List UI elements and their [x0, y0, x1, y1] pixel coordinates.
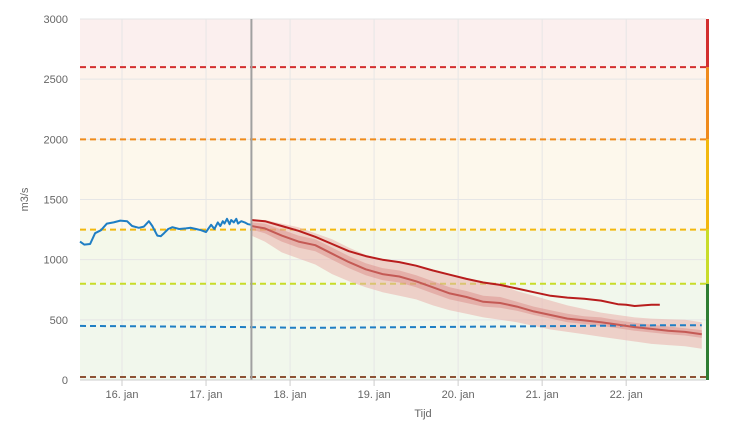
series-observed	[79, 217, 252, 246]
series-forecast-high	[251, 219, 660, 307]
y-tick-label-0: 0	[62, 375, 68, 387]
alert-level-segment-4	[706, 19, 709, 68]
x-tick-label-6: 22. jan	[610, 389, 643, 401]
y-tick-label-6: 3000	[44, 14, 68, 26]
y-tick-label-5: 2500	[44, 74, 68, 86]
y-axis-title: m3/s	[19, 187, 31, 211]
band-2	[80, 139, 706, 230]
y-axis-ticks: 0 500 1000 1500 2000 2500 3000	[44, 14, 68, 387]
band-3	[80, 67, 706, 140]
band-4	[80, 19, 706, 68]
x-tick-label-3: 19. jan	[358, 389, 391, 401]
x-tick-label-2: 18. jan	[274, 389, 307, 401]
y-tick-label-2: 1000	[44, 255, 68, 267]
x-tick-label-5: 21. jan	[526, 389, 559, 401]
series-lines	[79, 217, 702, 336]
y-tick-label-1: 500	[50, 315, 68, 327]
alert-level-segment-2	[706, 139, 709, 230]
alert-level-segment-0	[706, 283, 709, 380]
forecast-uncertainty-bands	[251, 220, 702, 349]
uncertainty-band-inner	[251, 222, 702, 338]
uncertainty-band-outer	[251, 220, 702, 349]
y-tick-label-3: 1500	[44, 195, 68, 207]
reference-line	[79, 324, 702, 329]
x-tick-label-4: 20. jan	[442, 389, 475, 401]
alert-level-segment-1	[706, 229, 709, 284]
x-tick-label-1: 17. jan	[190, 389, 223, 401]
alert-level-bar	[706, 19, 709, 380]
x-axis-title: Tijd	[414, 408, 431, 420]
x-tick-label-0: 16. jan	[105, 389, 138, 401]
series-forecast-median	[251, 225, 702, 336]
y-tick-label-4: 2000	[44, 134, 68, 146]
alert-level-segment-3	[706, 67, 709, 140]
x-axis-ticks: 16. jan 17. jan 18. jan 19. jan 20. jan 21. j…	[105, 380, 643, 401]
